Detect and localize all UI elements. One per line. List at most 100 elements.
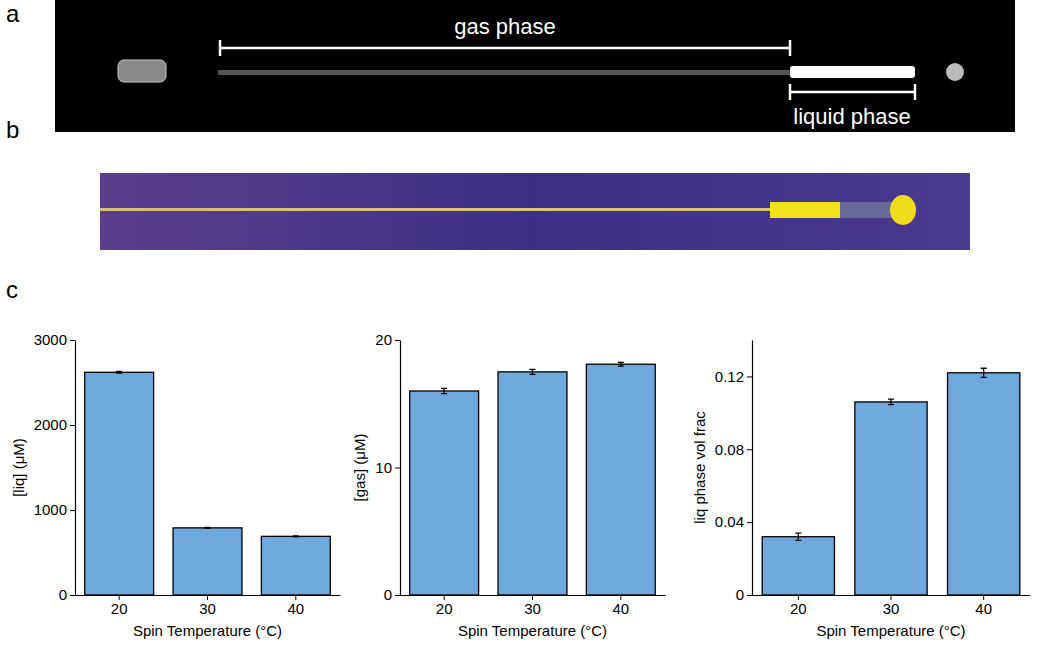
axis-line — [752, 341, 753, 596]
tick-label: 0.12 — [715, 368, 744, 385]
bar — [410, 391, 479, 595]
tick-label: 20 — [375, 331, 392, 348]
tick: 30 — [199, 595, 216, 617]
bar — [855, 402, 927, 595]
tick-label: 3000 — [34, 331, 67, 348]
tick: 40 — [612, 595, 629, 617]
tube-liquid — [770, 202, 840, 218]
tick: 20 — [790, 595, 807, 617]
tick-mark — [747, 595, 752, 596]
plot-area — [85, 371, 331, 595]
tick-label: 20 — [111, 600, 128, 617]
annotation: gas phase — [454, 14, 556, 39]
bracket — [790, 84, 915, 100]
y-axis: 0 10 20 — [375, 331, 400, 603]
error-bar — [981, 368, 987, 377]
tick: 0.12 — [715, 368, 752, 385]
tick-mark — [395, 340, 400, 341]
axis-line — [75, 341, 76, 596]
tick-mark — [395, 595, 400, 596]
photo-a: gas phase liquid phase — [55, 0, 1015, 132]
error-bar — [888, 399, 894, 404]
y-axis: 0 1000 2000 3000 — [34, 331, 76, 603]
tick-label: 20 — [436, 600, 453, 617]
tick: 2000 — [34, 416, 75, 433]
bracket — [220, 40, 790, 56]
y-axis-title: [gas] (μM) — [351, 434, 368, 502]
tick-mark — [70, 510, 75, 511]
tick: 20 — [111, 595, 128, 617]
tick: 40 — [975, 595, 992, 617]
tick-mark — [70, 425, 75, 426]
tick-mark — [70, 595, 75, 596]
tick-mark — [747, 522, 752, 523]
tick-label: 0.04 — [715, 513, 744, 530]
tick: 40 — [287, 595, 304, 617]
tick: 30 — [883, 595, 900, 617]
photo-background — [55, 0, 1015, 132]
tick-label: 40 — [612, 600, 629, 617]
x-axis: 20 30 40 — [753, 595, 1031, 617]
annotation: liquid phase — [793, 104, 910, 129]
chart: 0 1000 2000 3000 20 30 40 Spin Temperature (°C)… — [10, 331, 341, 639]
tick: 20 — [436, 595, 453, 617]
bar — [498, 372, 567, 595]
x-axis-title: Spin Temperature (°C) — [133, 622, 282, 639]
x-axis: 20 30 40 — [76, 595, 341, 617]
error-bar — [116, 371, 122, 373]
tick-mark — [747, 449, 752, 450]
photo-background — [100, 173, 970, 250]
tick: 1000 — [34, 501, 75, 518]
tick: 0.04 — [715, 513, 752, 530]
figure: abcgas phaseliquid phase0100020003000203… — [0, 0, 1050, 650]
chart: 01020203040Spin Temperature (°C)[gas] (μ… — [351, 331, 665, 639]
error-bar — [441, 388, 447, 393]
tick-label: 10 — [375, 459, 392, 476]
holder-left — [118, 60, 166, 82]
tick-label: 1000 — [34, 501, 67, 518]
bar — [762, 537, 834, 595]
panel-label: b — [6, 116, 19, 143]
plot-area — [410, 362, 656, 595]
tick-mark — [395, 468, 400, 469]
tick-label: 20 — [790, 600, 807, 617]
tick-label: 40 — [975, 600, 992, 617]
bar — [261, 536, 330, 595]
tick-label: 30 — [524, 600, 541, 617]
bar — [948, 373, 1020, 595]
y-axis-title: liq phase vol frac — [691, 411, 708, 524]
x-axis-title: Spin Temperature (°C) — [816, 622, 965, 639]
bar — [85, 372, 154, 595]
tick: 0.08 — [715, 441, 752, 458]
holder-right — [946, 63, 964, 81]
tick-label: 30 — [883, 600, 900, 617]
chart: 0 0.04 0.08 0.12 20 30 40 Spin Temperature (°C)… — [691, 341, 1031, 640]
tick-label: 0 — [59, 586, 67, 603]
tick-label: 0 — [736, 586, 744, 603]
droplet — [890, 195, 916, 225]
tube-glass — [770, 202, 900, 218]
plot-area — [762, 368, 1020, 595]
tick-label: 0.08 — [715, 441, 744, 458]
tick: 0 — [736, 586, 752, 603]
tick-label: 2000 — [34, 416, 67, 433]
panel-label: a — [6, 0, 20, 27]
tick: 20 — [375, 331, 400, 348]
error-bar — [293, 535, 299, 537]
tick: 30 — [524, 595, 541, 617]
tick: 10 — [375, 459, 400, 476]
error-bar — [205, 527, 211, 528]
y-axis-title: [liq] (μM) — [10, 438, 27, 497]
bar — [173, 528, 242, 595]
tick-label: 0 — [384, 586, 392, 603]
bar — [586, 364, 655, 595]
y-axis: 0 0.04 0.08 0.12 — [715, 341, 753, 604]
tick: 0 — [59, 586, 75, 603]
x-axis: 20 30 40 — [401, 595, 666, 617]
error-bar — [618, 362, 624, 366]
tick: 0 — [384, 586, 400, 603]
tick-label: 30 — [199, 600, 216, 617]
tick: 3000 — [34, 331, 75, 348]
tube-liquid — [790, 66, 915, 78]
tick-mark — [70, 340, 75, 341]
